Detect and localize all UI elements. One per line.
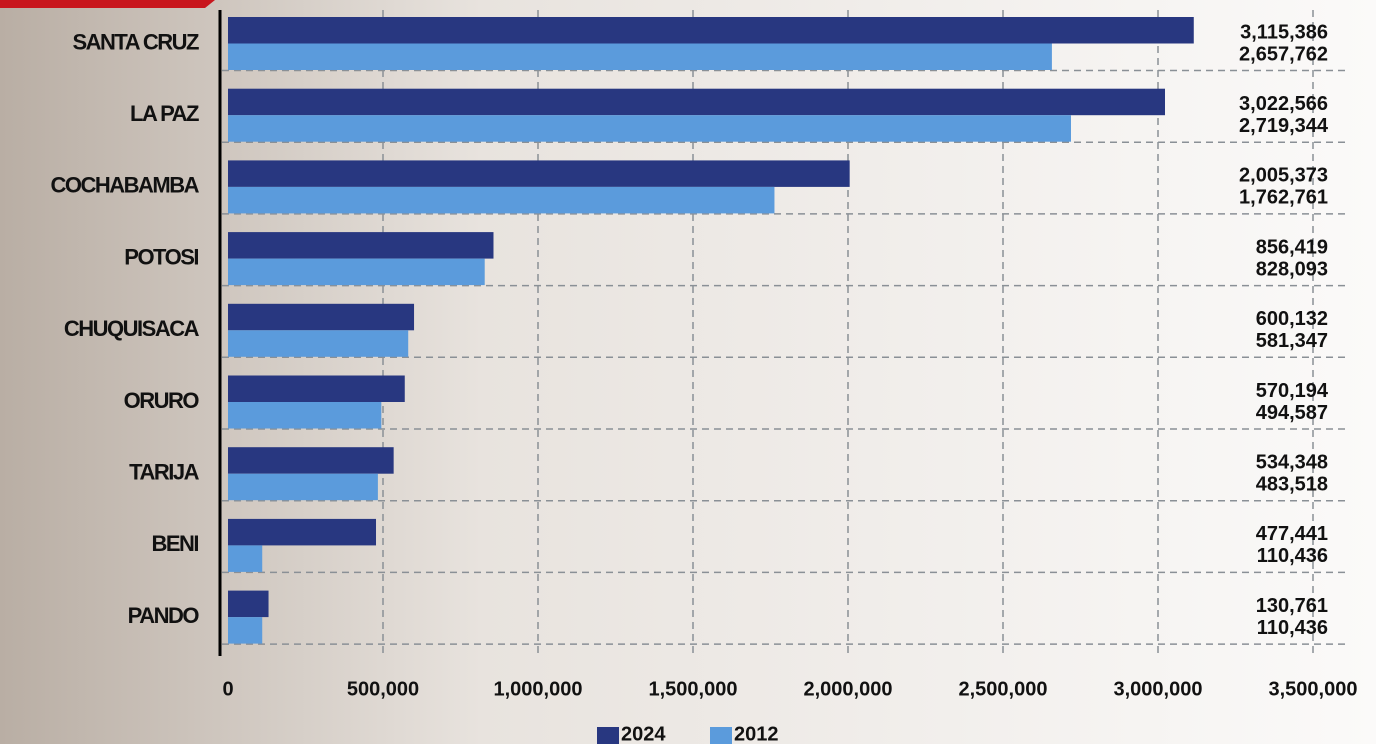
bar [228, 590, 269, 618]
x-tick-label: 1,500,000 [649, 678, 738, 700]
bar [228, 258, 485, 286]
bar [228, 447, 394, 474]
value-label: 110,436 [1257, 545, 1328, 567]
value-label: 110,436 [1257, 617, 1328, 639]
value-label: 1,762,761 [1239, 187, 1328, 209]
x-tick-label: 3,500,000 [1269, 678, 1358, 700]
legend-label: 2012 [734, 723, 779, 744]
value-label: 534,348 [1256, 451, 1328, 473]
value-label: 2,719,344 [1239, 115, 1329, 137]
bar [228, 303, 415, 331]
value-label: 494,587 [1256, 402, 1328, 424]
x-tick-label: 2,500,000 [959, 678, 1048, 700]
value-label: 581,347 [1256, 330, 1328, 352]
y-tick-label: COCHABAMBA [50, 173, 199, 198]
value-label: 600,132 [1256, 308, 1328, 330]
y-tick-label: PANDO [128, 603, 200, 628]
bar [228, 88, 1165, 116]
y-tick-label: TARIJA [129, 460, 199, 485]
value-label: 3,022,566 [1239, 93, 1328, 115]
value-label: 856,419 [1256, 236, 1328, 258]
value-label: 483,518 [1256, 473, 1328, 495]
bar [228, 518, 377, 546]
value-label: 130,761 [1256, 595, 1328, 617]
bar [228, 160, 850, 187]
bar [228, 186, 775, 214]
bar [228, 545, 263, 572]
x-tick-label: 2,000,000 [804, 678, 893, 700]
value-label: 2,005,373 [1239, 165, 1328, 187]
x-tick-label: 3,000,000 [1114, 678, 1203, 700]
bar [228, 402, 382, 429]
y-tick-label: CHUQUISACA [64, 316, 200, 341]
x-tick-label: 1,000,000 [494, 678, 583, 700]
y-tick-label: SANTA CRUZ [72, 29, 199, 54]
value-label: 828,093 [1256, 258, 1328, 280]
bar [228, 473, 378, 501]
legend-swatch [597, 727, 619, 744]
bar [228, 330, 409, 357]
banner-strip [0, 0, 215, 8]
y-tick-label: ORURO [124, 388, 200, 413]
bar [228, 115, 1071, 142]
y-tick-label: LA PAZ [130, 101, 199, 126]
value-label: 3,115,386 [1240, 21, 1328, 43]
x-tick-label: 500,000 [347, 678, 419, 700]
legend-swatch [710, 727, 732, 744]
y-tick-label: BENI [151, 531, 198, 556]
value-label: 2,657,762 [1239, 43, 1328, 65]
value-label: 477,441 [1256, 523, 1328, 545]
legend-label: 2024 [621, 723, 666, 744]
bar [228, 232, 494, 259]
bar [228, 17, 1194, 44]
bar [228, 375, 405, 402]
value-label: 570,194 [1256, 380, 1329, 402]
bar [228, 43, 1052, 70]
bar [228, 617, 263, 644]
x-tick-label: 0 [222, 678, 233, 700]
y-tick-label: POTOSI [124, 244, 198, 269]
